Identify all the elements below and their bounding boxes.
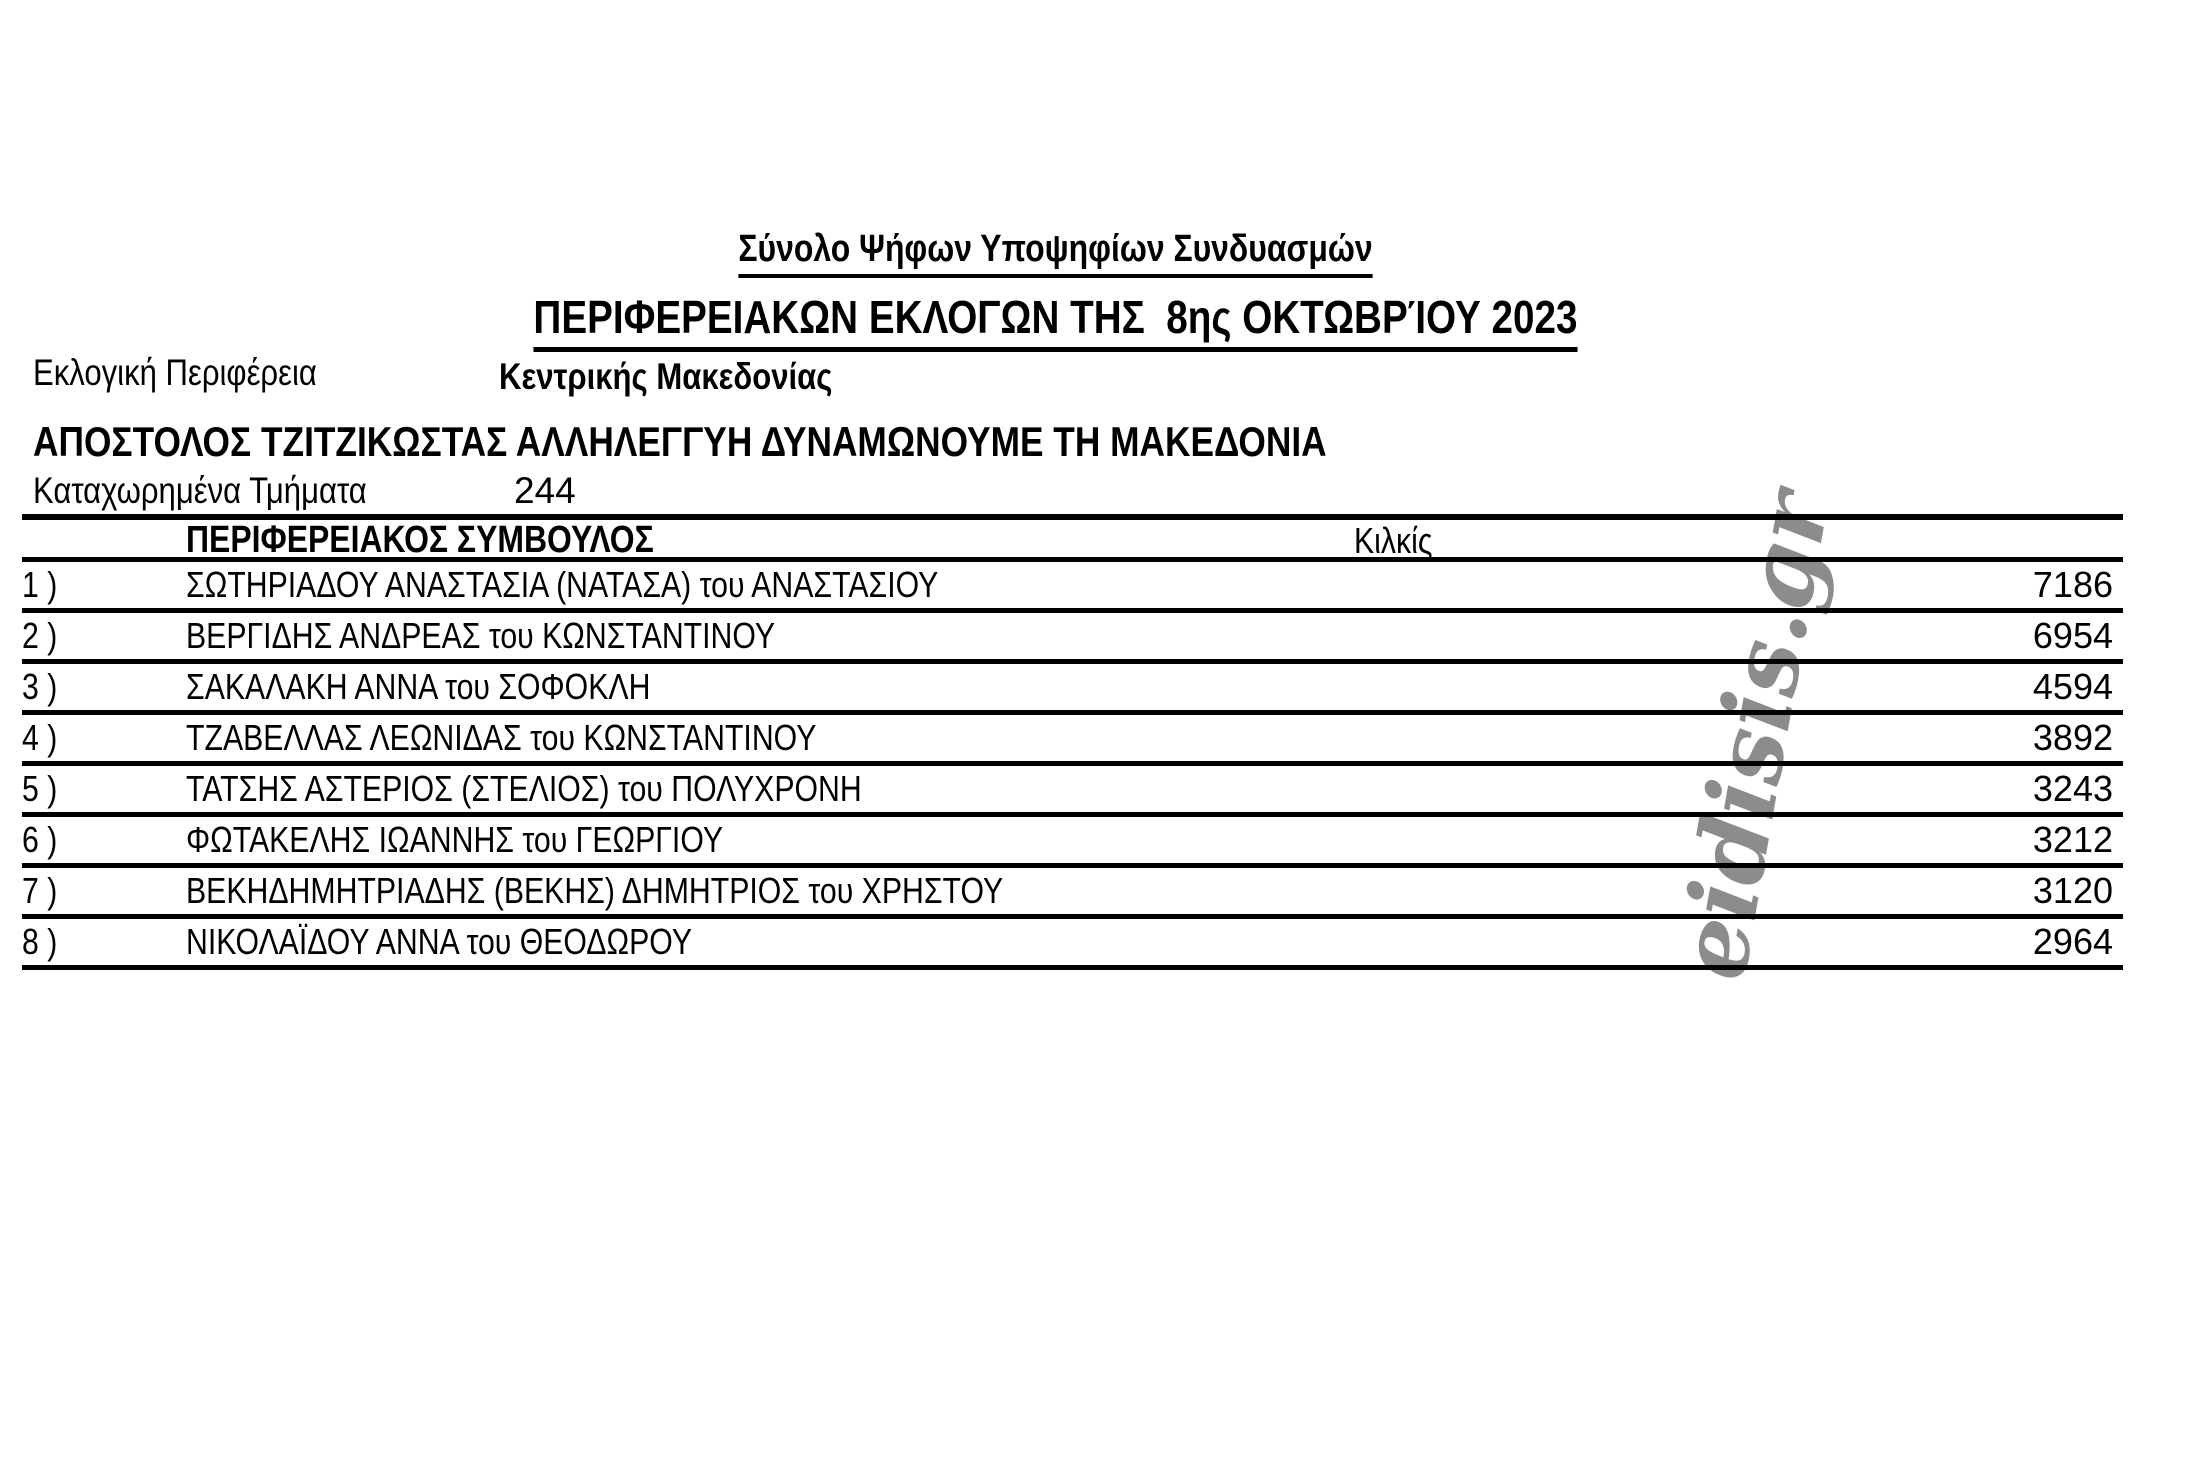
table-row: 7 ) ΒΕΚΗΔΗΜΗΤΡΙΑΔΗΣ (ΒΕΚΗΣ) ΔΗΜΗΤΡΙΟΣ το… [22,868,2123,919]
results-table: ΠΕΡΙΦΕΡΕΙΑΚΟΣ ΣΥΜΒΟΥΛΟΣ Κιλκίς 1 ) ΣΩΤΗΡ… [22,514,2123,970]
district-value-row: Κεντρικής Μακεδονίας [499,356,896,398]
region-column-header: Κιλκίς [1354,520,1433,561]
vote-count: 2964 [2032,921,2113,962]
table-row: 6 ) ΦΩΤΑΚΕΛΗΣ ΙΩΑΝΝΗΣ του ΓΕΩΡΓΙΟΥ 3212 [22,817,2123,868]
vote-count: 3243 [2032,768,2113,809]
document-subtitle-row: ΠΕΡΙΦΕΡΕΙΑΚΩΝ ΕΚΛΟΓΩΝ ΤΗΣ 8ης ΟΚΤΩΒΡΊΟΥ … [0,290,2110,352]
registered-sections-label-row: Καταχωρημένα Τμήματα [33,470,430,512]
row-number: 6 ) [22,819,58,860]
vote-count: 7186 [2032,564,2113,605]
role-column-header: ΠΕΡΙΦΕΡΕΙΑΚΟΣ ΣΥΜΒΟΥΛΟΣ [186,519,654,561]
candidate-name: ΣΑΚΑΛΑΚΗ ΑΝΝΑ του ΣΟΦΟΚΛΗ [186,666,651,707]
table-row: 5 ) ΤΑΤΣΗΣ ΑΣΤΕΡΙΟΣ (ΣΤΕΛΙΟΣ) του ΠΟΛΥΧΡ… [22,766,2123,817]
party-name: ΑΠΟΣΤΟΛΟΣ ΤΖΙΤΖΙΚΩΣΤΑΣ ΑΛΛΗΛΕΓΓΥΗ ΔΥΝΑΜΩ… [33,418,1327,465]
table-row: 1 ) ΣΩΤΗΡΙΑΔΟΥ ΑΝΑΣΤΑΣΙΑ (ΝΑΤΑΣΑ) του ΑΝ… [22,562,2123,613]
vote-count: 4594 [2032,666,2113,707]
candidate-name: ΣΩΤΗΡΙΑΔΟΥ ΑΝΑΣΤΑΣΙΑ (ΝΑΤΑΣΑ) του ΑΝΑΣΤΑ… [186,564,939,605]
table-row: 4 ) ΤΖΑΒΕΛΛΑΣ ΛΕΩΝΙΔΑΣ του ΚΩΝΣΤΑΝΤΙΝΟΥ … [22,715,2123,766]
registered-sections-value: 244 [514,470,576,511]
document-subtitle: ΠΕΡΙΦΕΡΕΙΑΚΩΝ ΕΚΛΟΓΩΝ ΤΗΣ 8ης ΟΚΤΩΒΡΊΟΥ … [532,290,1577,352]
candidate-name: ΦΩΤΑΚΕΛΗΣ ΙΩΑΝΝΗΣ του ΓΕΩΡΓΙΟΥ [186,819,724,860]
candidate-name: ΤΑΤΣΗΣ ΑΣΤΕΡΙΟΣ (ΣΤΕΛΙΟΣ) του ΠΟΛΥΧΡΟΝΗ [186,768,862,809]
candidate-name: ΒΕΚΗΔΗΜΗΤΡΙΑΔΗΣ (ΒΕΚΗΣ) ΔΗΜΗΤΡΙΟΣ του ΧΡ… [186,870,1004,911]
district-label-row: Εκλογική Περιφέρεια [33,352,371,394]
table-header-row: ΠΕΡΙΦΕΡΕΙΑΚΟΣ ΣΥΜΒΟΥΛΟΣ Κιλκίς [22,520,2123,562]
party-name-row: ΑΠΟΣΤΟΛΟΣ ΤΖΙΤΖΙΚΩΣΤΑΣ ΑΛΛΗΛΕΓΓΥΗ ΔΥΝΑΜΩ… [33,418,1573,466]
row-number: 1 ) [22,564,58,605]
table-row: 8 ) ΝΙΚΟΛΑΪΔΟΥ ΑΝΝΑ του ΘΕΟΔΩΡΟΥ 2964 [22,919,2123,970]
row-number: 3 ) [22,666,58,707]
document-title-row: Σύνολο Ψήφων Υποψηφίων Συνδυασμών [0,228,2110,278]
registered-sections-label: Καταχωρημένα Τμήματα [33,470,367,511]
table-row: 3 ) ΣΑΚΑΛΑΚΗ ΑΝΝΑ του ΣΟΦΟΚΛΗ 4594 [22,664,2123,715]
row-number: 8 ) [22,921,58,962]
candidate-name: ΤΖΑΒΕΛΛΑΣ ΛΕΩΝΙΔΑΣ του ΚΩΝΣΤΑΝΤΙΝΟΥ [186,717,817,758]
candidate-name: ΒΕΡΓΙΔΗΣ ΑΝΔΡΕΑΣ του ΚΩΝΣΤΑΝΤΙΝΟΥ [186,615,776,656]
vote-count: 3892 [2032,717,2113,758]
candidate-name: ΝΙΚΟΛΑΪΔΟΥ ΑΝΝΑ του ΘΕΟΔΩΡΟΥ [186,921,692,962]
vote-count: 3120 [2032,870,2113,911]
vote-count: 6954 [2032,615,2113,656]
row-number: 7 ) [22,870,58,911]
row-number: 4 ) [22,717,58,758]
vote-count: 3212 [2032,819,2113,860]
document-title: Σύνολο Ψήφων Υποψηφίων Συνδυασμών [737,228,1373,278]
district-label: Εκλογική Περιφέρεια [33,352,317,393]
district-value: Κεντρικής Μακεδονίας [499,356,833,397]
table-row: 2 ) ΒΕΡΓΙΔΗΣ ΑΝΔΡΕΑΣ του ΚΩΝΣΤΑΝΤΙΝΟΥ 69… [22,613,2123,664]
row-number: 2 ) [22,615,58,656]
row-number: 5 ) [22,768,58,809]
